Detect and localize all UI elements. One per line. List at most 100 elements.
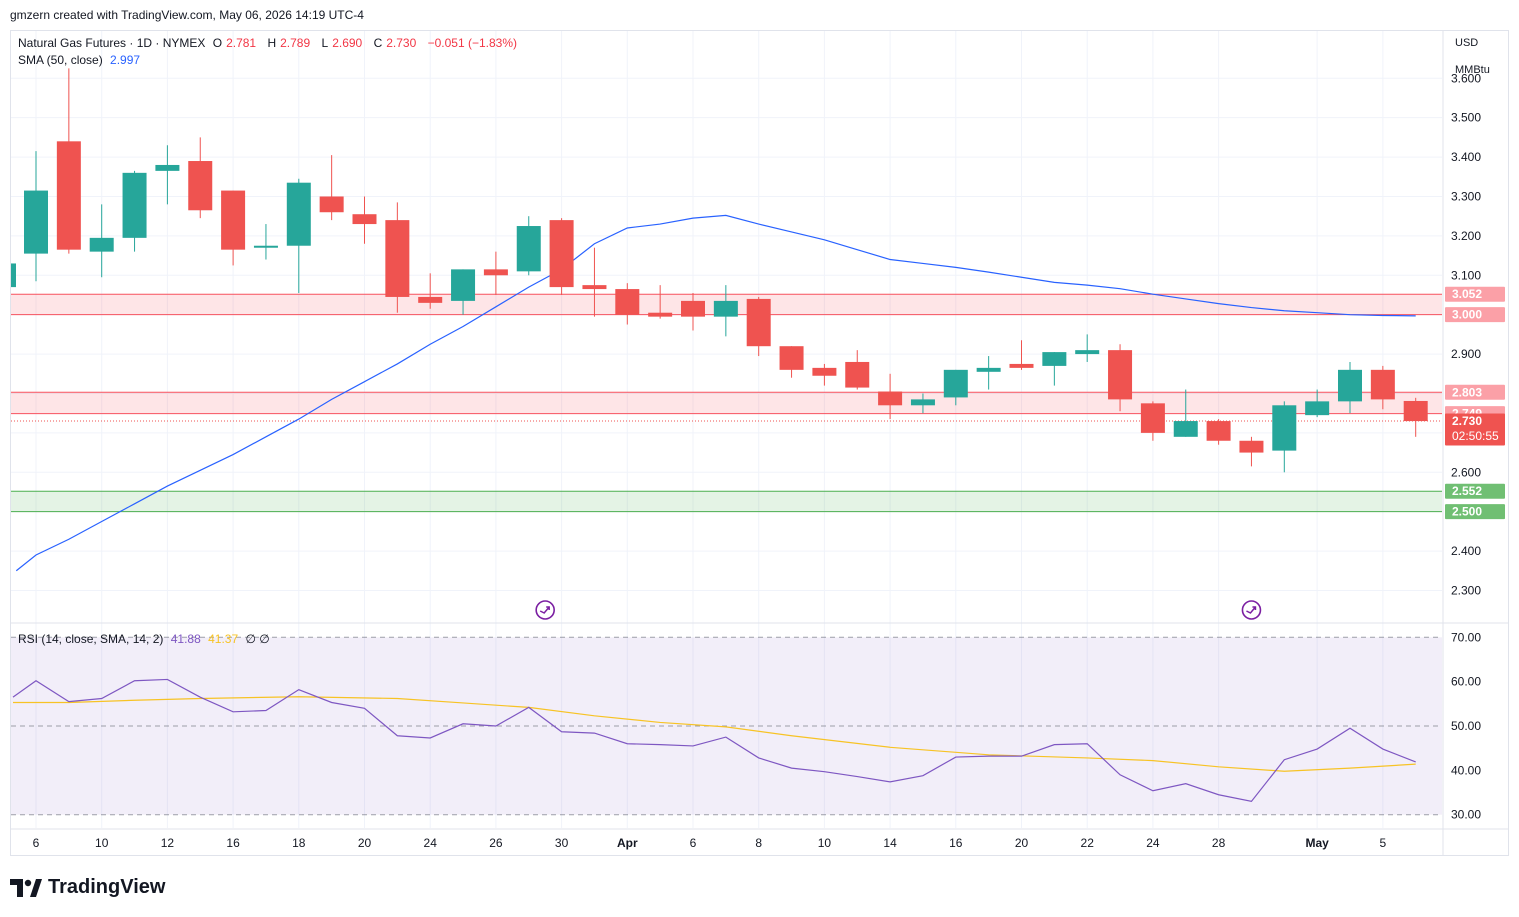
price-tag: 3.000 [1445, 307, 1505, 323]
price-tag-bg [1445, 286, 1505, 302]
open-label: O [212, 36, 223, 50]
candle-body [549, 220, 574, 288]
candle [221, 190, 246, 266]
candle-body [24, 190, 48, 254]
candle [155, 145, 180, 205]
price-axis[interactable]: 2.300 2.400 2.600 2.900 3.100 3.200 3.300 3.400… [1451, 71, 1481, 821]
candle-body [516, 226, 541, 272]
rsi-sma-line [13, 696, 1416, 772]
candle-body [385, 220, 410, 297]
time-axis-label: 6 [690, 836, 697, 850]
candle-body [1173, 421, 1198, 437]
event-marker-arrow [1246, 606, 1257, 614]
price-tag-bg [1445, 504, 1505, 520]
tradingview-logo[interactable]: TradingView [10, 876, 165, 899]
candle [845, 350, 870, 390]
rsi-axis-label: 60.00 [1451, 675, 1481, 689]
candle [319, 155, 344, 221]
candle-body [845, 361, 870, 388]
price-tag: 3.052 [1445, 286, 1505, 302]
candle-body [253, 245, 278, 248]
price-tag-bg [1445, 483, 1505, 499]
symbol-title[interactable]: Natural Gas Futures · 1D · NYMEX [18, 36, 206, 50]
support-zone [11, 491, 1442, 512]
sma-label[interactable]: SMA (50, close) [18, 53, 103, 67]
low-label: L [321, 36, 329, 50]
price-axis-label: 3.100 [1451, 268, 1481, 282]
candle-body [943, 369, 968, 398]
time-axis-label: 22 [1081, 836, 1095, 850]
countdown-label: 02:50:55 [1452, 429, 1499, 443]
time-axis-label: 28 [1212, 836, 1226, 850]
time-axis-label: 6 [33, 836, 40, 850]
candle-body [1140, 403, 1165, 433]
unit-selector[interactable]: MMBtu [1455, 64, 1490, 76]
currency-selector[interactable]: USD [1455, 37, 1479, 49]
candle-body [1206, 421, 1231, 441]
candle [516, 216, 541, 276]
candle-body [1305, 401, 1330, 416]
close-label: C [373, 36, 383, 50]
candle-body [56, 141, 81, 250]
time-axis-label: 24 [1146, 836, 1160, 850]
time-axis-label: May [1305, 836, 1329, 850]
price-tag-label: 3.052 [1452, 287, 1482, 301]
main-legend[interactable]: Natural Gas Futures · 1D · NYMEX O 2.781 … [18, 36, 521, 50]
sma-legend[interactable]: SMA (50, close) 2.997 [18, 53, 144, 67]
price-zones [11, 293, 1442, 513]
time-axis-label: 24 [424, 836, 438, 850]
candle [1042, 352, 1067, 386]
sma-50-line [15, 214, 1416, 572]
candle [89, 204, 114, 278]
candle-body [779, 346, 804, 370]
candle-body [615, 289, 640, 315]
price-tag: 2.803 [1445, 384, 1505, 400]
candle [943, 369, 968, 406]
candle-body [188, 161, 213, 211]
candle [1206, 419, 1231, 445]
candle [1173, 389, 1198, 437]
rsi-legend[interactable]: RSI (14, close, SMA, 14, 2) 41.88 41.37 … [18, 632, 274, 646]
price-axis-label: 2.300 [1451, 583, 1481, 597]
candle [418, 273, 443, 309]
candle-body [976, 367, 1001, 372]
price-axis-label: 2.900 [1451, 347, 1481, 361]
resistance-zone [11, 392, 1442, 414]
close-value: 2.730 [386, 36, 417, 50]
price-axis-label: 3.600 [1451, 71, 1481, 85]
candle [648, 285, 673, 319]
candle [779, 346, 804, 378]
candle [1305, 389, 1330, 418]
price-axis-label: 2.400 [1451, 544, 1481, 558]
candle-body [812, 367, 837, 376]
time-axis[interactable]: 6 10 12 16 18 20 24 26 30 Apr 6 8 10 14 16 20 22 24 28 May 5 [33, 836, 1387, 850]
low-value: 2.690 [332, 36, 363, 50]
candle [1140, 401, 1165, 441]
event-marker-icon [535, 600, 555, 620]
candle [483, 251, 508, 295]
candle-body [352, 214, 377, 225]
time-axis-label: 16 [226, 836, 240, 850]
candle [188, 137, 213, 219]
candle [549, 218, 574, 295]
rsi-label[interactable]: RSI (14, close, SMA, 14, 2) [18, 632, 164, 646]
time-axis-label: 10 [95, 836, 109, 850]
candle [713, 285, 738, 337]
candle-body [1042, 352, 1067, 366]
candle [286, 178, 311, 294]
change-value: −0.051 (−1.83%) [427, 36, 518, 50]
price-axis-label: 2.600 [1451, 465, 1481, 479]
candles-series [11, 68, 1428, 473]
created-by-caption: gmzern created with TradingView.com, May… [10, 8, 364, 22]
rsi-axis-label: 70.00 [1451, 630, 1481, 644]
time-axis-label: 30 [555, 836, 569, 850]
price-tags: 3.0523.0002.8032.7492.73002:50:552.5522.… [1445, 286, 1505, 520]
price-tag: 2.552 [1445, 483, 1505, 499]
price-axis-label: 3.500 [1451, 111, 1481, 125]
time-axis-label: 16 [949, 836, 963, 850]
rsi-axis-label: 50.00 [1451, 719, 1481, 733]
candle-body [1370, 369, 1395, 400]
candle-body [1338, 369, 1362, 402]
